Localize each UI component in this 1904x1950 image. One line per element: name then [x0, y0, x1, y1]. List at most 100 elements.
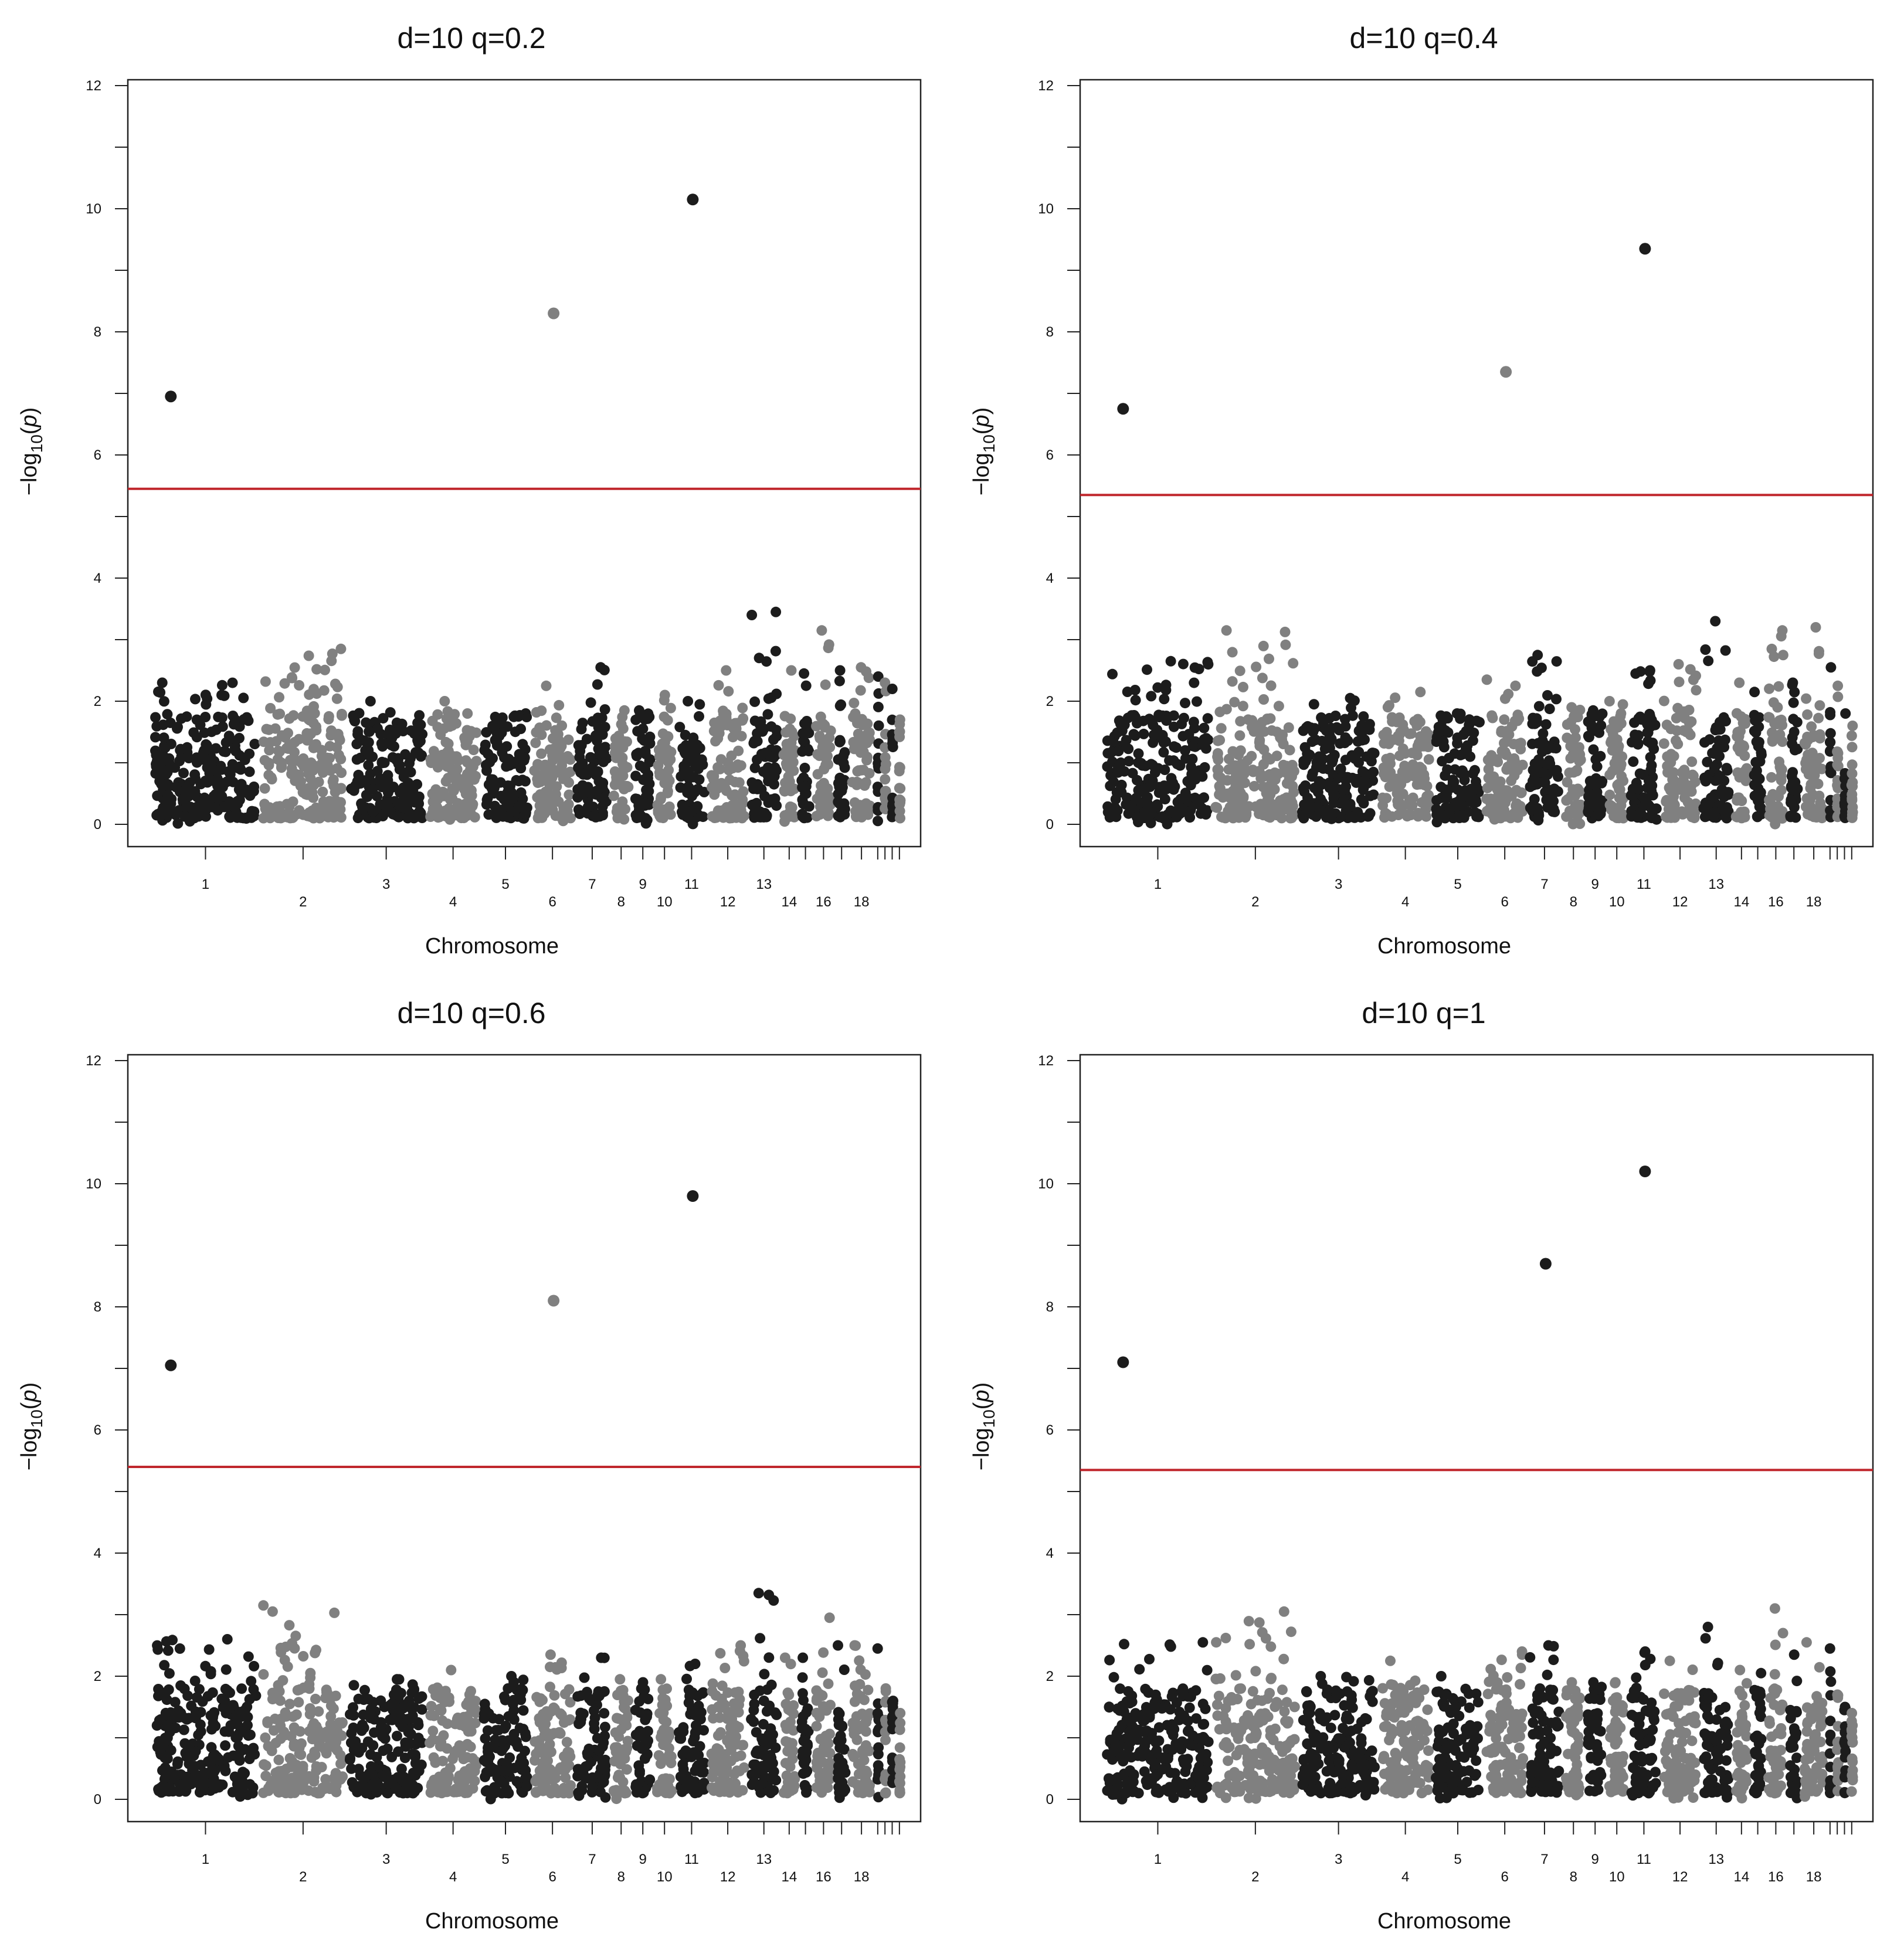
data-point	[895, 783, 906, 794]
data-point	[322, 1730, 333, 1740]
data-point	[1533, 701, 1545, 712]
data-point	[1681, 726, 1692, 738]
data-point	[399, 1752, 410, 1764]
data-point	[1162, 818, 1173, 830]
data-point	[678, 1722, 689, 1733]
data-point	[684, 783, 695, 794]
data-point	[1749, 709, 1760, 721]
data-point	[1482, 783, 1493, 793]
data-point	[425, 754, 436, 765]
data-point	[484, 1751, 495, 1762]
data-point	[562, 805, 573, 816]
data-point	[400, 1737, 411, 1748]
data-point	[1214, 780, 1225, 791]
data-point	[1506, 775, 1517, 786]
data-point	[687, 1782, 698, 1793]
data-point	[617, 723, 629, 734]
data-point	[738, 713, 749, 724]
data-point	[1158, 737, 1169, 748]
data-point	[1628, 756, 1639, 767]
data-point	[172, 1758, 183, 1769]
data-point	[1287, 760, 1298, 770]
data-point	[1406, 797, 1417, 808]
data-point	[1186, 762, 1197, 773]
data-point	[623, 782, 634, 793]
data-point	[698, 1725, 709, 1736]
data-point	[501, 741, 513, 752]
data-point	[260, 1771, 271, 1782]
data-point	[666, 1758, 677, 1768]
data-point	[873, 701, 884, 712]
data-point	[564, 1684, 575, 1695]
data-point	[200, 712, 211, 722]
data-point	[294, 680, 305, 691]
data-point	[1548, 803, 1559, 814]
data-point	[770, 646, 781, 657]
data-point	[717, 1680, 728, 1691]
data-point	[1280, 639, 1291, 650]
data-point	[520, 1745, 530, 1757]
data-point	[797, 1652, 809, 1663]
data-point	[1187, 740, 1199, 752]
data-point	[1441, 793, 1452, 803]
data-point	[307, 765, 318, 776]
data-point	[684, 1660, 695, 1672]
data-point	[506, 787, 517, 798]
data-point	[327, 776, 338, 787]
data-point	[283, 743, 294, 754]
data-point	[249, 739, 260, 749]
data-point	[1773, 681, 1784, 692]
data-point	[492, 728, 503, 739]
data-point	[1515, 738, 1526, 749]
data-point	[1110, 794, 1121, 805]
data-point	[683, 1748, 694, 1759]
x-tick-label: 12	[720, 1869, 736, 1885]
data-point	[1847, 742, 1858, 753]
data-point	[713, 680, 724, 691]
data-point	[738, 810, 749, 821]
data-point	[521, 712, 532, 722]
x-tick-label: 13	[756, 877, 772, 892]
data-point	[561, 1737, 572, 1748]
data-point	[229, 743, 240, 754]
data-point	[1586, 722, 1597, 733]
data-point	[1278, 739, 1289, 749]
data-point	[610, 733, 621, 744]
data-point	[308, 1772, 320, 1783]
data-point	[887, 684, 898, 694]
data-point	[1472, 808, 1483, 820]
data-point	[1764, 712, 1775, 723]
data-point	[1608, 737, 1620, 748]
data-point	[738, 1656, 749, 1667]
data-point	[613, 812, 624, 823]
x-tick-label: 3	[382, 877, 390, 892]
x-tick-label: 18	[854, 894, 870, 910]
data-point	[1662, 751, 1673, 762]
data-point	[225, 812, 236, 823]
data-point	[1825, 767, 1837, 779]
data-point	[308, 1718, 320, 1729]
data-point	[453, 755, 464, 766]
data-point	[271, 1686, 283, 1697]
data-point	[1193, 664, 1204, 675]
data-point	[1583, 732, 1594, 743]
data-point	[873, 671, 884, 682]
data-point	[1417, 779, 1428, 790]
data-point	[621, 1764, 632, 1775]
data-point	[158, 802, 169, 813]
data-point	[259, 783, 270, 794]
data-point	[1807, 732, 1818, 743]
data-point	[1764, 683, 1775, 694]
data-point	[1754, 794, 1766, 806]
data-point	[612, 1713, 622, 1724]
data-point	[814, 733, 826, 744]
data-point	[710, 736, 721, 747]
data-point	[1690, 776, 1701, 787]
data-point	[575, 767, 586, 778]
data-point	[561, 769, 572, 780]
data-point	[1447, 774, 1458, 786]
data-point	[797, 794, 808, 805]
data-point	[1814, 700, 1825, 711]
data-point	[412, 735, 423, 746]
data-point	[613, 1769, 625, 1781]
